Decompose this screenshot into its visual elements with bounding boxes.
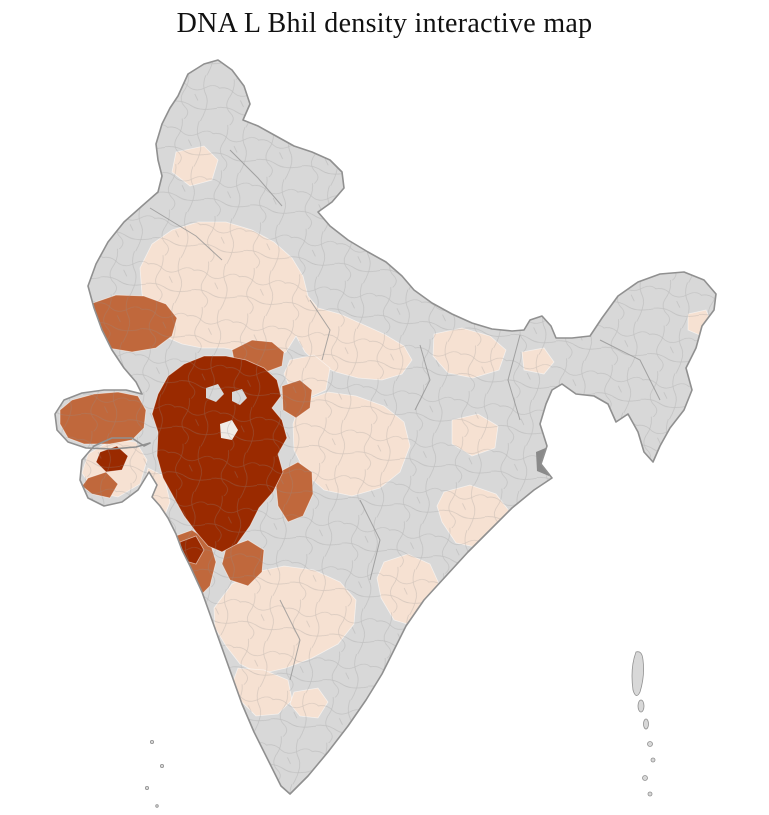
nicobar-island-3[interactable] xyxy=(642,775,648,781)
lakshadweep-island-3[interactable] xyxy=(144,786,149,791)
nicobar-island-1[interactable] xyxy=(647,741,653,747)
lakshadweep-island-2[interactable] xyxy=(159,764,164,769)
andaman-island-3[interactable] xyxy=(643,718,649,730)
andaman-island-2[interactable] xyxy=(637,699,645,713)
nicobar-island-4[interactable] xyxy=(647,791,653,797)
map-title: DNA L Bhil density interactive map xyxy=(176,8,593,39)
island-group[interactable] xyxy=(144,651,656,808)
india-outline xyxy=(54,59,717,795)
andaman-island[interactable] xyxy=(631,651,644,696)
nicobar-island-2[interactable] xyxy=(650,757,656,763)
lakshadweep-island-1[interactable] xyxy=(149,740,154,745)
lakshadweep-island-4[interactable] xyxy=(155,804,159,808)
